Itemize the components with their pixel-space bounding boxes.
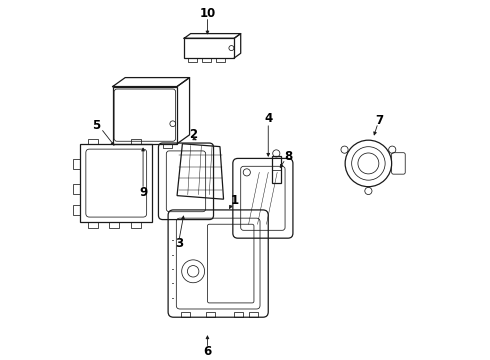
Text: 9: 9 xyxy=(139,185,147,198)
Bar xyxy=(184,38,234,58)
Bar xyxy=(248,312,258,316)
Bar xyxy=(73,159,80,169)
Bar xyxy=(202,58,211,62)
Text: 2: 2 xyxy=(189,128,197,141)
Bar xyxy=(130,139,141,144)
Bar xyxy=(272,156,281,183)
Text: 8: 8 xyxy=(284,150,292,163)
Bar xyxy=(88,222,98,228)
Bar xyxy=(73,205,80,215)
Bar xyxy=(206,312,215,316)
Bar xyxy=(234,312,243,316)
Text: 10: 10 xyxy=(199,7,216,20)
Bar xyxy=(188,58,196,62)
Text: 7: 7 xyxy=(375,114,383,127)
Text: 5: 5 xyxy=(93,120,101,132)
Bar xyxy=(113,86,177,144)
Bar xyxy=(130,222,141,228)
Bar xyxy=(163,144,172,148)
Bar xyxy=(217,58,225,62)
Bar xyxy=(80,144,152,222)
Text: 1: 1 xyxy=(230,194,238,207)
Bar xyxy=(73,184,80,194)
Text: 6: 6 xyxy=(203,345,212,358)
Bar xyxy=(109,222,119,228)
Text: 4: 4 xyxy=(264,112,272,125)
Text: 3: 3 xyxy=(175,237,183,251)
Bar xyxy=(181,312,190,316)
Bar xyxy=(88,139,98,144)
